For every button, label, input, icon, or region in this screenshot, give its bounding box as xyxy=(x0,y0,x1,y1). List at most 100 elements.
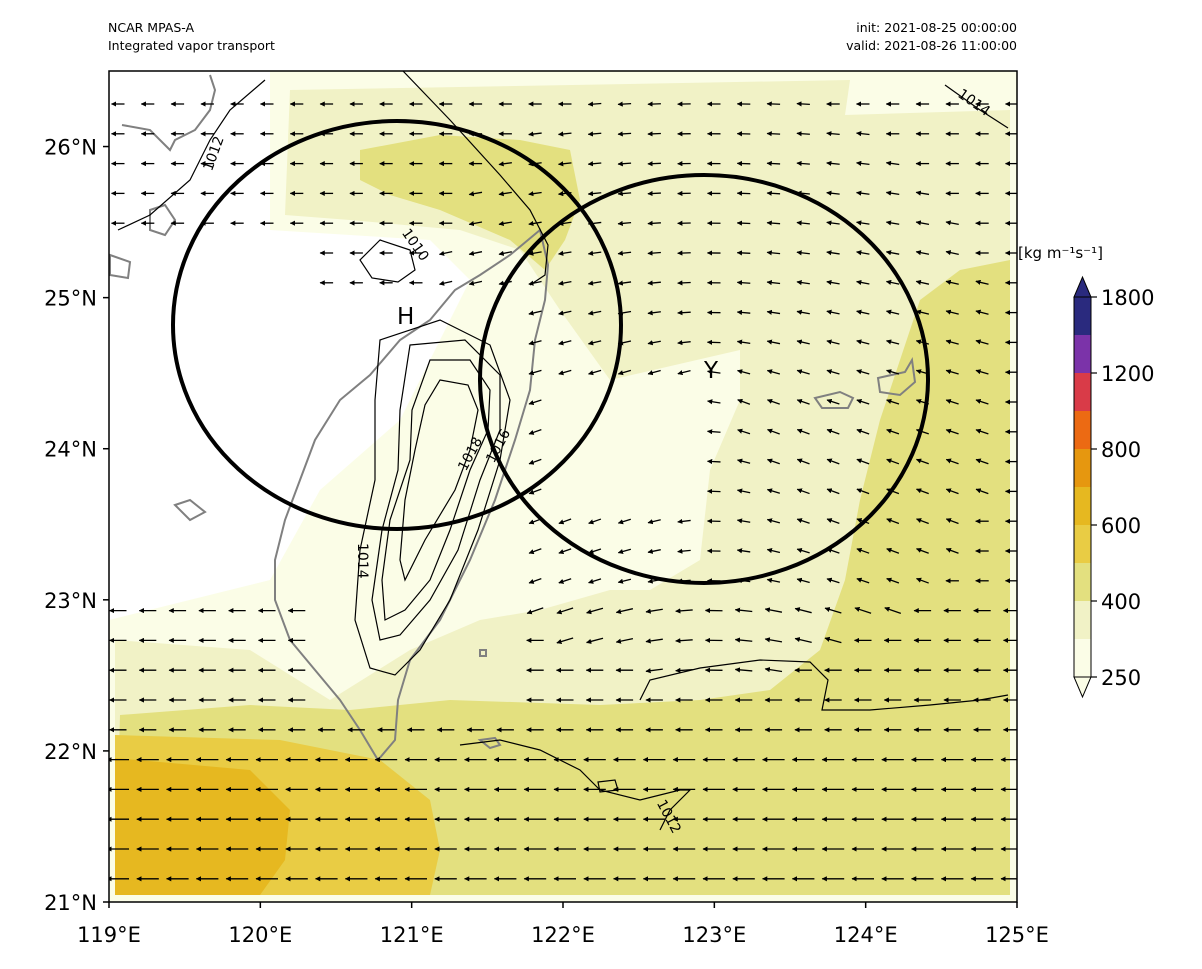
ivt-arrow xyxy=(647,548,661,554)
ivt-arrow xyxy=(767,428,780,435)
ivt-arrow xyxy=(975,369,989,375)
ivt-arrow xyxy=(586,637,604,644)
small-islands xyxy=(109,203,207,522)
ivt-arrow xyxy=(587,161,602,167)
ivt-arrow xyxy=(826,339,840,345)
colorbar-segment xyxy=(1074,297,1091,336)
ivt-arrow xyxy=(885,279,900,285)
ivt-arrow xyxy=(766,131,781,137)
ivt-arrow xyxy=(766,577,781,583)
x-tick-label: 119°E xyxy=(77,923,141,947)
ivt-arrow xyxy=(915,279,930,285)
ivt-arrow xyxy=(556,637,574,644)
ivt-arrow xyxy=(856,428,870,435)
ivt-arrow xyxy=(826,577,840,584)
ivt-arrow xyxy=(915,309,930,315)
ivt-arrow xyxy=(916,547,929,554)
ivt-arrow xyxy=(915,190,930,196)
ivt-arrow xyxy=(764,607,783,613)
colorbar-extend-bottom xyxy=(1073,676,1092,699)
ivt-arrow xyxy=(587,280,602,286)
ivt-arrow xyxy=(796,518,810,524)
ivt-arrow xyxy=(528,548,542,555)
ivt-arrow xyxy=(796,131,810,137)
contour-label-1014-sw: 1014 xyxy=(354,543,370,579)
ivt-arrow xyxy=(945,398,959,405)
ivt-arrow xyxy=(916,577,929,584)
ivt-arrow xyxy=(528,369,542,376)
ivt-arrow xyxy=(975,428,989,435)
ivt-arrow xyxy=(498,250,512,256)
ivt-arrow xyxy=(706,458,721,465)
ivt-arrow xyxy=(826,398,840,405)
ivt-arrow xyxy=(796,369,810,375)
ivt-arrow xyxy=(498,161,512,167)
ivt-arrow xyxy=(586,607,604,615)
colorbar: [kg m⁻¹s⁻¹] 1800 1200 800 600 400 250 xyxy=(1018,244,1154,699)
ivt-arrow xyxy=(886,369,900,375)
ivt-arrow xyxy=(647,131,661,137)
ivt-arrow xyxy=(736,339,751,345)
x-tick-label: 122°E xyxy=(531,923,595,947)
ivt-arrow xyxy=(886,458,900,465)
ivt-arrow xyxy=(438,250,453,256)
colorbar-tick-label: 800 xyxy=(1101,438,1141,462)
ivt-arrow xyxy=(796,220,810,226)
ivt-arrow xyxy=(884,606,902,615)
ivt-arrow xyxy=(528,310,542,316)
colorbar-segment xyxy=(1074,601,1091,640)
ivt-arrow xyxy=(856,190,870,196)
ivt-arrow xyxy=(826,131,840,137)
ivt-arrow xyxy=(647,250,661,256)
y-tick-label: 26°N xyxy=(44,136,97,160)
ivt-arrow xyxy=(856,309,870,315)
x-tick-label: 124°E xyxy=(834,923,898,947)
y-tick-label: 25°N xyxy=(44,287,97,311)
ivt-arrow xyxy=(647,220,661,226)
ivt-arrow xyxy=(886,577,900,584)
ivt-arrow xyxy=(826,458,840,465)
ivt-arrow xyxy=(796,577,810,584)
ivt-arrow xyxy=(707,369,721,375)
ivt-arrow xyxy=(558,250,572,256)
ivt-arrow xyxy=(975,488,989,495)
ivt-arrow xyxy=(945,339,959,345)
ivt-arrow xyxy=(766,398,780,405)
ivt-arrow xyxy=(915,250,930,256)
ivt-arrow xyxy=(824,607,842,614)
ivt-arrow xyxy=(945,369,959,375)
ivt-arrow xyxy=(528,399,542,406)
ivt-arrow xyxy=(734,637,753,643)
ivt-arrow xyxy=(766,101,781,107)
colorbar-segment xyxy=(1074,487,1091,526)
ivt-arrow xyxy=(587,310,602,316)
ivt-arrow xyxy=(528,488,542,495)
colorbar-tick-label: 1800 xyxy=(1101,286,1154,310)
ivt-arrow xyxy=(764,667,783,673)
ivt-arrow xyxy=(915,428,929,435)
title-block: NCAR MPAS-A Integrated vapor transport xyxy=(108,19,275,55)
ivt-arrow xyxy=(588,578,602,584)
ivt-arrow xyxy=(854,606,872,614)
ivt-arrow xyxy=(587,101,602,107)
ivt-arrow xyxy=(528,578,542,584)
ivt-shading xyxy=(109,71,1017,902)
ivt-arrow xyxy=(617,101,632,107)
ivt-arrow xyxy=(647,369,661,376)
ivt-arrow xyxy=(885,160,900,166)
ivt-arrow xyxy=(915,220,930,226)
ivt-arrow xyxy=(468,220,483,227)
ivt-arrow xyxy=(528,340,542,346)
valid-time: valid: 2021-08-26 11:00:00 xyxy=(846,38,1017,53)
ivt-arrow xyxy=(766,280,781,286)
colorbar-segment xyxy=(1074,411,1091,450)
ivt-arrow xyxy=(856,547,870,554)
ivt-arrow xyxy=(645,668,663,674)
ivt-arrow xyxy=(826,428,840,435)
ivt-arrow xyxy=(675,667,693,674)
ivt-arrow xyxy=(886,518,900,525)
ivt-arrow xyxy=(528,250,542,256)
ivt-arrow xyxy=(588,518,602,525)
ivt-arrow xyxy=(945,488,959,495)
